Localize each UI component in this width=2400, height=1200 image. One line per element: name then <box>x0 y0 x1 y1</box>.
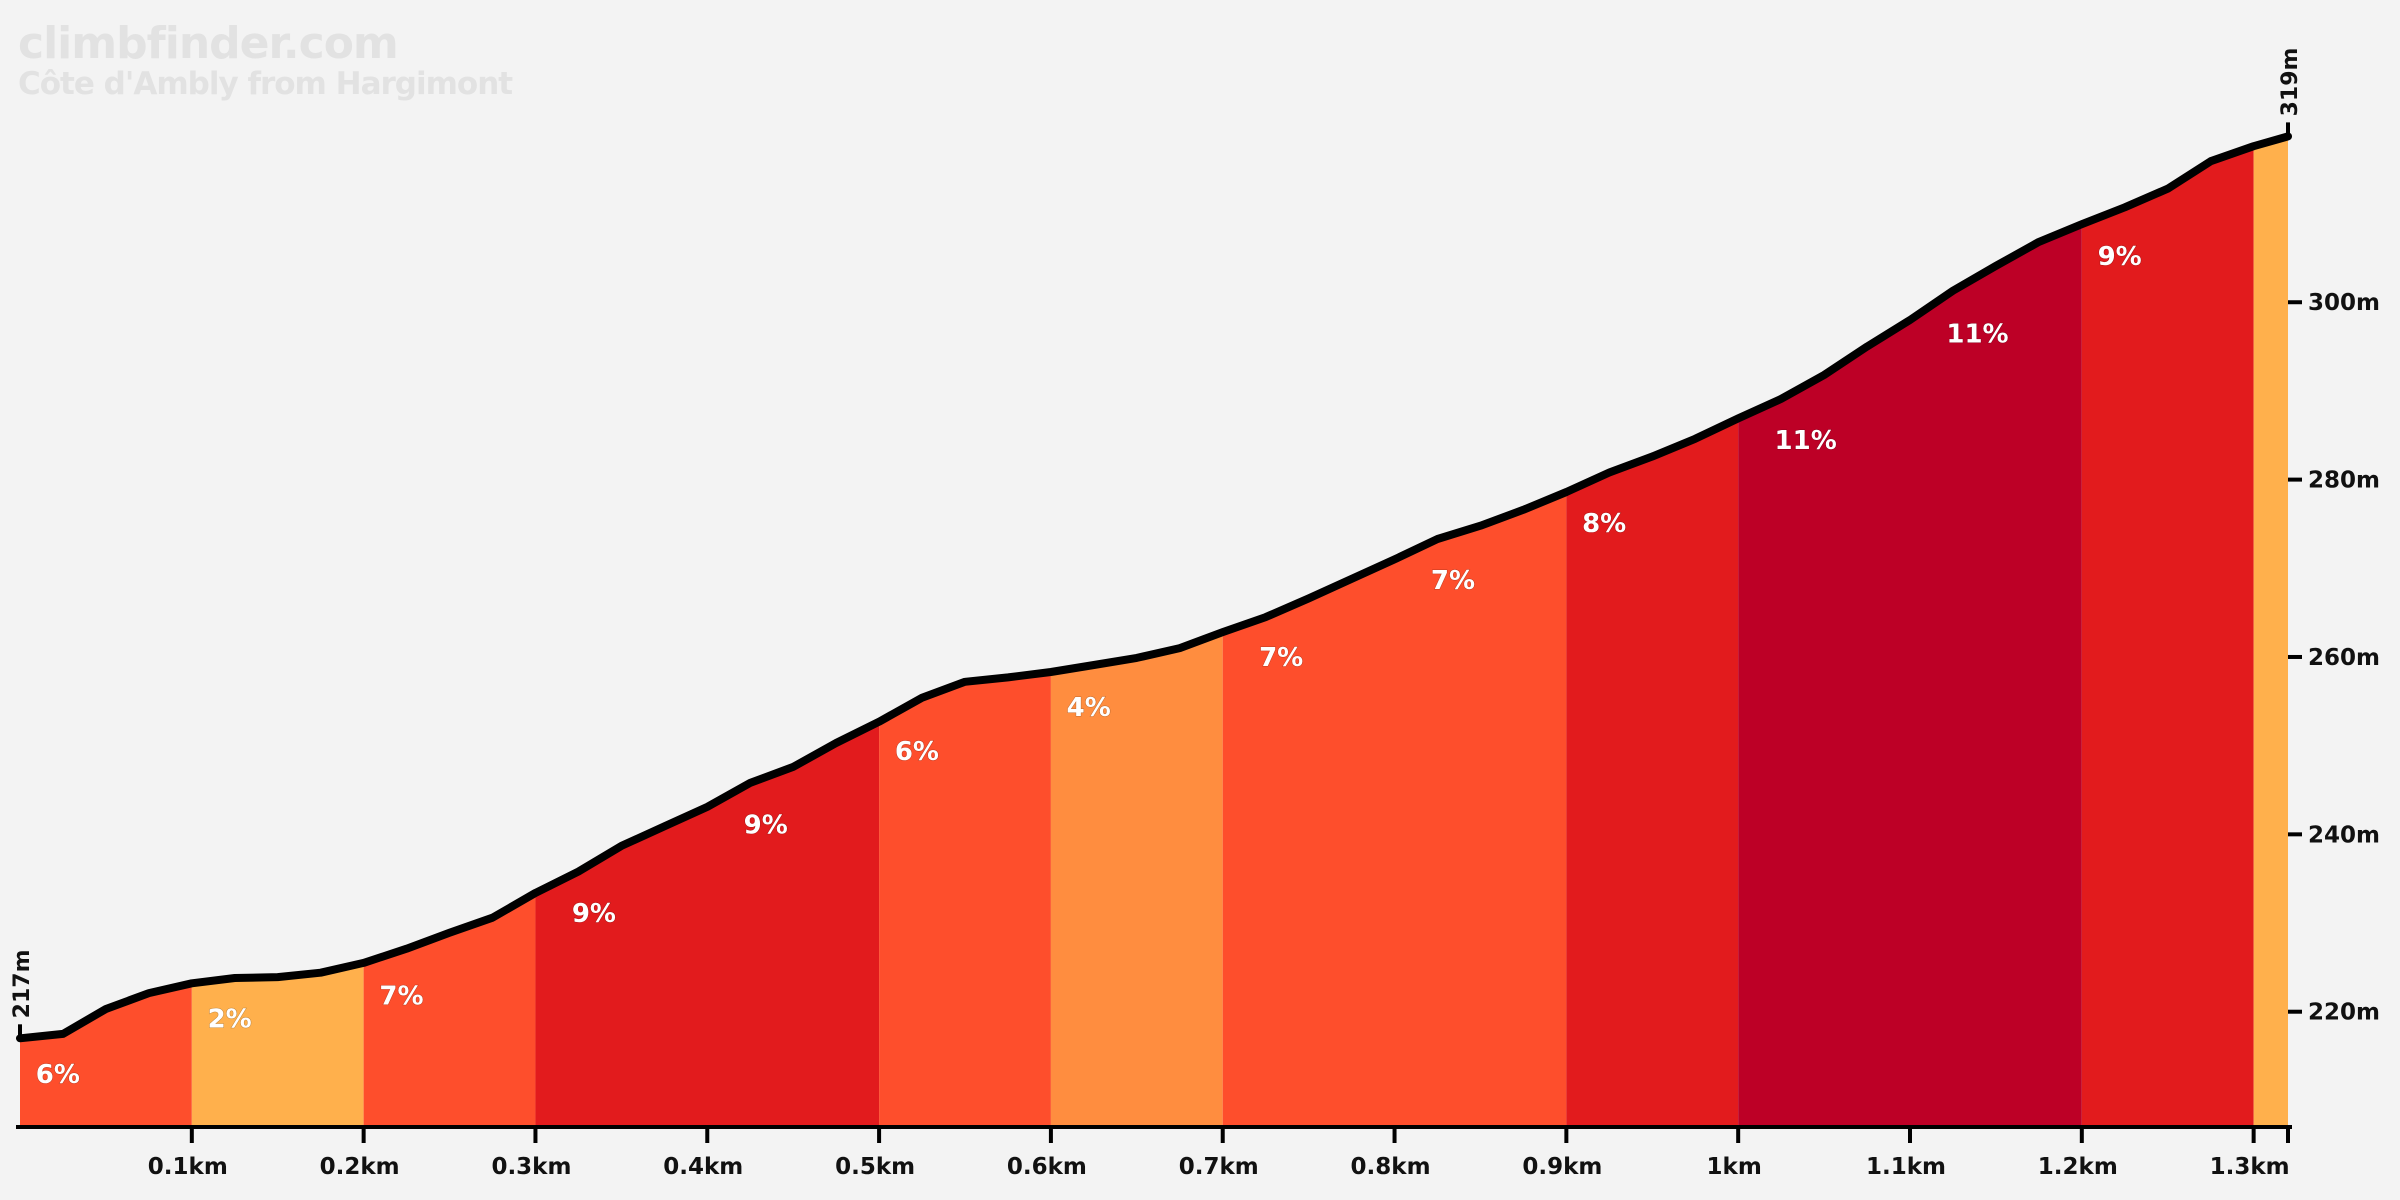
y-tick-label: 300m <box>2308 290 2380 316</box>
gradient-segment-7 <box>1222 492 1567 1127</box>
grade-label: 2% <box>208 1005 252 1035</box>
x-tick-label: 1km <box>1707 1154 1762 1180</box>
x-tick-label: 0.6km <box>1007 1154 1087 1180</box>
x-tick-label: 0.4km <box>663 1154 743 1180</box>
gradient-segment-9 <box>1738 224 2082 1128</box>
gradient-segment-8 <box>1566 418 1739 1127</box>
grade-label: 9% <box>2098 242 2142 272</box>
x-tick-label: 1.1km <box>1866 1154 1946 1180</box>
grade-label: 9% <box>572 899 616 929</box>
grade-label: 11% <box>1775 426 1837 456</box>
start-elevation-label: 217m <box>10 949 35 1018</box>
grade-label: 4% <box>1067 693 1111 723</box>
grade-label: 6% <box>895 737 939 767</box>
grade-label: 7% <box>379 981 423 1011</box>
y-tick-label: 260m <box>2308 645 2380 671</box>
gradient-segment-4 <box>535 721 880 1127</box>
y-tick-label: 240m <box>2308 822 2380 848</box>
x-tick-label: 0.1km <box>148 1154 228 1180</box>
grade-label: 7% <box>1431 566 1475 596</box>
x-tick-label: 0.3km <box>491 1154 571 1180</box>
gradient-segment-10 <box>2081 146 2254 1127</box>
site-watermark: climbfinder.com <box>18 18 399 69</box>
gradient-segment-11 <box>2253 136 2288 1128</box>
gradient-segment-5 <box>879 672 1051 1127</box>
gradient-segment-2 <box>191 962 364 1127</box>
x-tick-label: 0.8km <box>1351 1154 1431 1180</box>
x-tick-label: 1.2km <box>2038 1154 2118 1180</box>
end-elevation-label: 319m <box>2278 48 2303 117</box>
grade-label: 11% <box>1946 320 2008 350</box>
x-tick-label: 0.5km <box>835 1154 915 1180</box>
y-tick-label: 220m <box>2308 1000 2380 1026</box>
grade-label: 7% <box>1259 643 1303 673</box>
x-tick-label: 0.7km <box>1179 1154 1259 1180</box>
y-tick-label: 280m <box>2308 468 2380 494</box>
elevation-line <box>16 132 2292 1043</box>
grade-label: 6% <box>36 1060 80 1090</box>
gradient-segment-1 <box>20 983 192 1127</box>
gradient-segment-6 <box>1050 632 1223 1127</box>
x-tick-label: 1.3km <box>2210 1154 2290 1180</box>
grade-label: 9% <box>744 811 788 841</box>
x-tick-label: 0.9km <box>1522 1154 1602 1180</box>
grade-label: 8% <box>1582 509 1626 539</box>
x-tick-label: 0.2km <box>320 1154 400 1180</box>
climb-title: Côte d'Ambly from Hargimont <box>18 66 513 102</box>
